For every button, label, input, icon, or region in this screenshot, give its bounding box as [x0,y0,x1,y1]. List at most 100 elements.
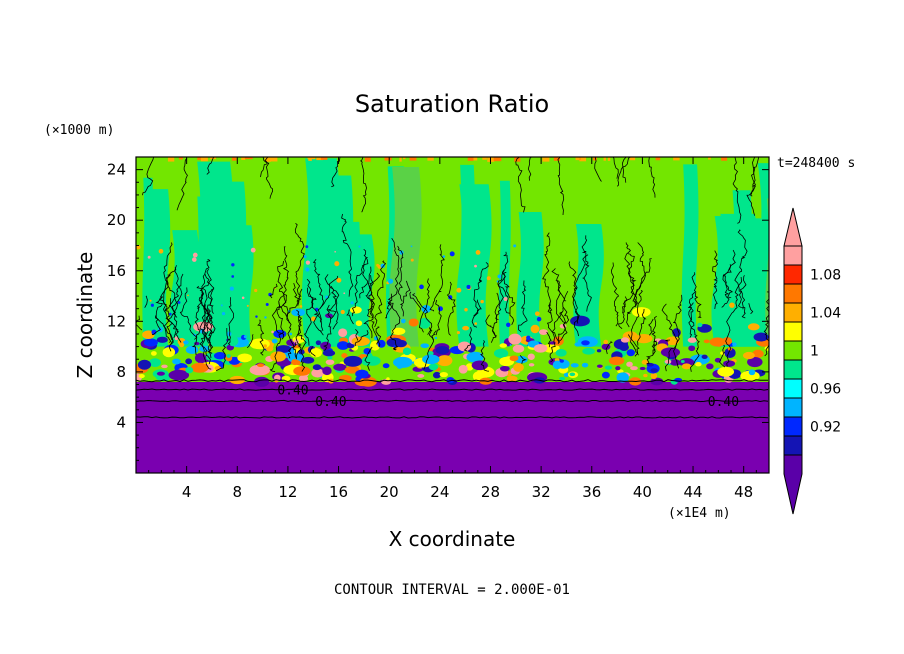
turbulence-cell [309,347,323,358]
turbulence-cell [158,248,164,254]
contour-line [687,291,696,338]
top-edge-cell [655,157,661,161]
turbulence-cell [555,348,567,357]
turbulence-cell [391,327,406,335]
turbulence-cell [199,345,210,353]
contour-line [648,318,654,336]
contour-line [363,275,374,339]
chart-title: Saturation Ratio [355,90,549,118]
turbulence-cell [138,373,145,379]
contour-line [163,298,172,343]
contour-line [763,291,769,357]
contour-line [563,290,569,302]
contour-line [199,274,210,344]
y-tick-label: 16 [107,262,126,280]
turbulence-cell [570,363,579,368]
turbulence-cell [355,369,369,379]
turbulence-cell [442,255,446,258]
turbulence-cell [457,341,472,352]
contour-line [572,235,588,324]
top-edge-cell [467,157,474,161]
contour-line [722,264,734,298]
turbulence-cell [249,364,271,376]
turbulence-cell [701,354,708,359]
colorbar-segment [783,416,803,437]
contour-line [719,344,726,368]
top-edge-cell [316,157,323,161]
contour-line [611,262,619,327]
turbulence-cell [172,358,181,365]
turbulence-cell [687,337,697,343]
turbulence-cell [506,322,511,328]
turbulence-cell [419,284,424,290]
contour-line [748,303,754,315]
top-edge-cell [231,157,237,161]
contour-line [286,282,302,359]
contour-line [594,157,602,182]
contour-line [227,297,234,345]
contour-line [296,288,303,306]
contour-label: 0.40 [315,395,346,410]
contour-line [364,346,373,371]
colorbar-label: 0.96 [810,382,841,398]
contour-line [295,315,302,360]
turbulence-cell [168,312,172,316]
y-unit-label: (×1000 m) [44,123,114,138]
turbulence-cell [569,372,576,377]
contour-line [346,309,354,325]
contour-line [367,266,375,319]
turbulence-cell [185,345,199,354]
turbulence-cell [263,344,267,348]
turbulence-cell [220,304,223,307]
contour-line [397,245,404,302]
turbulence-cell [221,311,226,316]
turbulence-cell [322,366,332,376]
contour-line [387,301,401,351]
turbulence-cell [538,329,548,336]
contour-line [386,237,400,310]
contour-line [418,278,431,333]
contour-line [312,258,324,331]
turbulence-cell [229,286,234,291]
turbulence-cell [312,364,322,371]
contour-line [215,328,230,372]
contour-line [411,293,433,335]
x-tick-label: 36 [582,483,601,501]
turbulence-cell [179,342,185,348]
contour-line [688,302,700,372]
turbulence-cell [617,369,624,374]
x-tick-label: 24 [430,483,449,501]
contour-line [746,157,760,216]
turbulence-cell [325,359,335,365]
turbulence-cell [264,316,267,319]
contour-line [480,340,489,372]
colorbar-segment [783,435,803,456]
turbulence-cell [428,363,439,371]
turbulence-cell [601,371,610,379]
turbulence-cell [299,305,303,308]
x-tick-label: 8 [233,483,243,501]
top-edge-cell [320,157,328,160]
contour-line [485,314,497,343]
turbulence-cell [231,275,235,278]
turbulence-cell [462,325,470,331]
contour-line [330,285,340,330]
turbulence-cell [695,362,702,367]
top-edge-cell [607,157,611,161]
colorbar-top-arrow [783,207,803,247]
turbulence-cell [630,366,638,371]
turbulence-cell [243,335,247,339]
turbulence-cell [246,304,249,307]
turbulence-cell [559,376,566,381]
turbulence-cell [723,360,736,367]
turbulence-cell [265,345,274,352]
turbulence-cell [552,360,562,370]
turbulence-cell [350,301,354,305]
turbulence-cell [254,288,258,293]
contour-line [375,326,382,345]
turbulence-cell [338,328,348,337]
turbulence-cell [752,360,761,366]
top-edge-cell [482,157,487,160]
top-edge-cell [197,157,204,160]
